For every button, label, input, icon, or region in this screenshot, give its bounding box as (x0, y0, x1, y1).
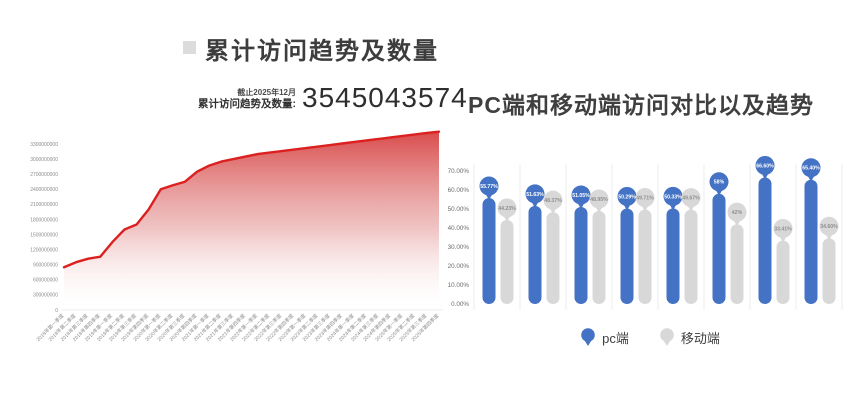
legend: pc端 移动端 (450, 328, 850, 347)
y-tick-label: 1200000000 (30, 247, 58, 253)
pc-bar (528, 205, 542, 304)
mobile-balloon (773, 219, 793, 239)
pc-value-label: 51.63% (526, 192, 544, 198)
pc-value-label: 66.60% (756, 163, 774, 169)
y-tick-label: 2100000000 (30, 202, 58, 208)
mobile-bar (776, 240, 790, 304)
pc-value-label: 58% (714, 180, 725, 186)
mobile-value-label: 42% (732, 210, 743, 216)
pc-bar (574, 207, 588, 304)
right-chart-title: PC端和移动端访问对比以及趋势 (468, 92, 814, 118)
pc-bar (804, 179, 818, 304)
pc-bar (482, 198, 496, 304)
pc-bar (666, 208, 680, 304)
area-line (62, 130, 441, 269)
area-fill (64, 131, 439, 310)
stat-caption-asof: 截止2025年12月 (237, 88, 296, 97)
pc-balloon (709, 172, 729, 192)
mobile-balloon (819, 216, 839, 236)
pc-value-label: 50.29% (618, 194, 636, 200)
stat-captions: 截止2025年12月 累计访问趋势及数量: (118, 88, 296, 110)
mobile-legend-marker-icon (660, 328, 674, 346)
y-tick-label: 300000000 (33, 293, 58, 299)
y-tick-label: 1500000000 (30, 232, 58, 238)
pc-balloon (571, 185, 591, 205)
mobile-value-label: 49.71% (636, 195, 654, 201)
left-chart-title: 累计访问趋势及数量 (205, 38, 439, 65)
y-tick-label: 50.00% (448, 206, 470, 213)
pc-bar (712, 193, 726, 304)
mobile-value-label: 48.95% (590, 197, 608, 203)
y-tick-label: 900000000 (33, 263, 58, 269)
y-tick-label: 60.00% (448, 187, 470, 194)
y-tick-label: 3300000000 (30, 142, 58, 148)
mobile-value-label: 44.23% (498, 206, 516, 212)
mobile-value-label: 33.41% (774, 226, 792, 232)
y-tick-label: 70.00% (448, 168, 470, 175)
title-bullet-icon (183, 41, 196, 54)
legend-label-pc: pc端 (602, 331, 629, 346)
mobile-bar (546, 212, 560, 304)
pc-bar (620, 208, 634, 304)
y-tick-label: 30.00% (448, 244, 470, 251)
cumulative-visits-value: 3545043574 (302, 82, 468, 113)
cumulative-area-chart: 3300000000300000000027000000002400000000… (30, 130, 443, 343)
pc-balloon (617, 186, 637, 206)
mobile-value-label: 49.67% (682, 196, 700, 202)
y-tick-label: 10.00% (448, 282, 470, 289)
mobile-value-label: 48.37% (544, 198, 562, 204)
mobile-balloon (543, 190, 563, 210)
y-tick-label: 1800000000 (30, 217, 58, 223)
pc-balloon (525, 184, 545, 204)
mobile-bar (500, 219, 514, 304)
mobile-balloon (589, 189, 609, 209)
y-tick-label: 600000000 (33, 278, 58, 284)
mobile-bar (684, 209, 698, 304)
pc-value-label: 50.33% (664, 194, 682, 200)
pc-legend-marker-icon (581, 328, 595, 346)
y-tick-label: 3000000000 (30, 157, 58, 163)
y-tick-label: 40.00% (448, 225, 470, 232)
mobile-balloon (681, 188, 701, 208)
stat-caption-label: 累计访问趋势及数量: (198, 98, 296, 111)
mobile-balloon (635, 188, 655, 208)
pc-value-label: 51.05% (572, 193, 590, 199)
legend-label-mobile: 移动端 (680, 331, 720, 346)
pc-balloon (801, 158, 821, 178)
pc-balloon (663, 186, 683, 206)
legend-item-pc[interactable]: pc端 (580, 328, 629, 347)
pc-value-label: 65.40% (802, 166, 820, 172)
mobile-bar (730, 224, 744, 304)
mobile-balloon (727, 202, 747, 222)
pc-balloon (479, 176, 499, 196)
y-tick-label: 2700000000 (30, 172, 58, 178)
pc-value-label: 55.77% (480, 184, 498, 190)
legend-item-mobile[interactable]: 移动端 (659, 328, 720, 347)
mobile-bar (638, 209, 652, 304)
pc-mobile-bar-chart: 0.00% 10.00% 20.00% 30.00% 40.00% 50.00% 60.00… (448, 155, 843, 310)
pc-balloon (755, 155, 775, 175)
mobile-bar (822, 238, 836, 304)
y-tick-label: 20.00% (448, 263, 470, 270)
y-tick-label: 2400000000 (30, 187, 58, 193)
mobile-value-label: 34.60% (820, 224, 838, 230)
y-tick-label: 0 (55, 308, 58, 314)
y-tick-label: 0.00% (451, 301, 469, 308)
pc-bar (758, 177, 772, 304)
mobile-bar (592, 210, 606, 304)
mobile-balloon (497, 198, 517, 218)
